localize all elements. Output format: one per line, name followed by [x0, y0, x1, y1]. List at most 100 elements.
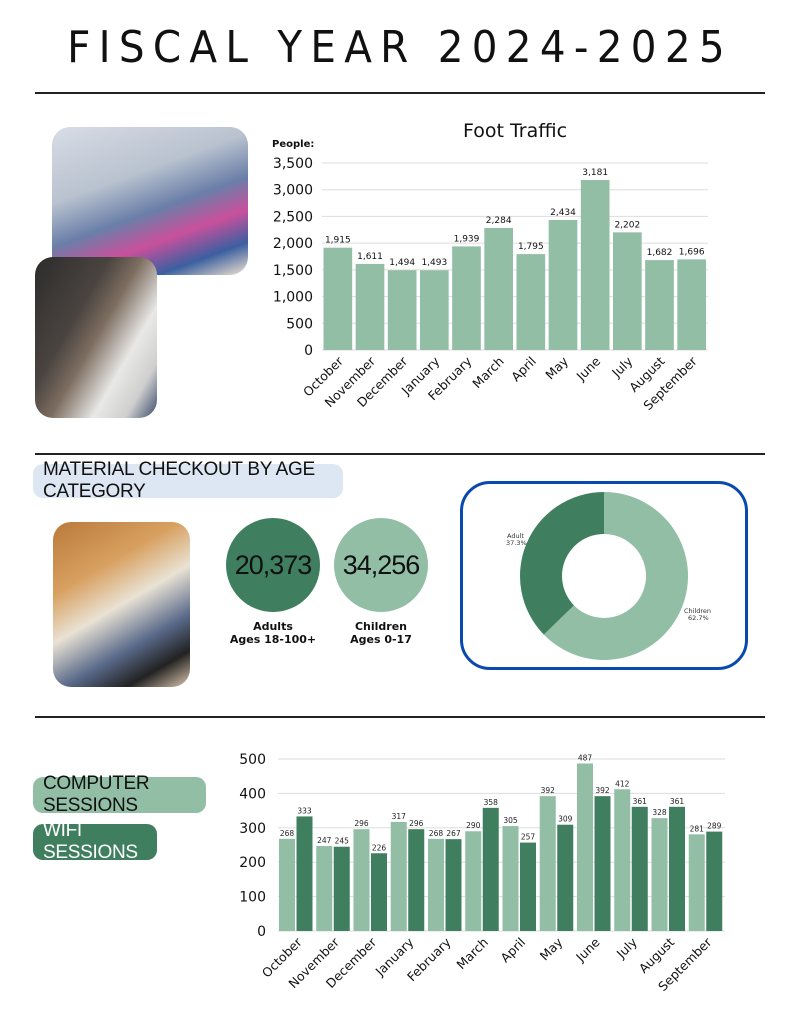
data-label: 392	[541, 786, 556, 795]
data-label: 296	[354, 819, 369, 828]
divider	[35, 453, 765, 455]
bar-august	[645, 260, 674, 350]
data-label: 267	[446, 829, 461, 838]
data-label: 2,202	[614, 220, 640, 230]
bar-november-computer	[316, 846, 333, 931]
bar-january-wifi	[408, 829, 425, 931]
data-label: 487	[578, 753, 593, 762]
adults-label: Adults Ages 18-100+	[213, 620, 333, 646]
bar-july-wifi	[631, 806, 648, 931]
bar-november	[355, 263, 385, 350]
x-tick-label: May	[542, 353, 571, 382]
children-label-line1: Children	[354, 620, 408, 633]
adults-label-line1: Adults	[253, 620, 293, 633]
bar-september-computer	[688, 834, 705, 931]
data-label: 305	[503, 816, 518, 825]
data-label: 2,434	[550, 208, 576, 218]
library-event-photo	[52, 127, 248, 275]
bar-march-computer	[465, 831, 482, 931]
y-tick-label: 2,000	[273, 236, 313, 252]
legend-computer-sessions: COMPUTER SESSIONS	[33, 773, 206, 816]
data-label: 361	[670, 797, 685, 806]
data-label: 1,682	[647, 248, 673, 258]
bar-february	[452, 246, 481, 350]
y-tick-label: 200	[239, 855, 266, 871]
y-tick-label: 400	[239, 786, 266, 802]
bar-october	[323, 247, 353, 350]
bar-december-computer	[353, 829, 370, 931]
y-tick-label: 2,500	[273, 209, 313, 225]
children-label-line2: Ages 0-17	[350, 633, 412, 646]
y-tick-label: 300	[239, 821, 266, 837]
y-tick-label: 500	[239, 752, 266, 768]
bar-august-computer	[651, 818, 668, 931]
data-label: 333	[297, 806, 312, 815]
x-tick-label: March	[469, 354, 507, 392]
bar-december	[387, 270, 417, 350]
bar-february-computer	[428, 838, 444, 931]
chart-title: Foot Traffic	[463, 120, 567, 142]
checkout-desk-photo	[53, 522, 190, 687]
data-label: 361	[633, 797, 648, 806]
x-tick-label: July	[608, 353, 636, 381]
data-label: 1,795	[518, 242, 544, 252]
y-tick-label: 500	[286, 316, 313, 332]
adults-label-line2: Ages 18-100+	[229, 633, 317, 646]
bar-april-computer	[502, 826, 519, 931]
x-tick-label: June	[572, 934, 603, 965]
data-label: 358	[484, 798, 499, 807]
x-tick-label: April	[508, 354, 539, 385]
y-axis-label: People:	[272, 139, 314, 150]
bar-march-wifi	[482, 807, 499, 931]
data-label: 290	[466, 821, 481, 830]
donut-value: 62.7%	[688, 614, 709, 622]
divider	[35, 92, 765, 94]
y-tick-label: 100	[239, 890, 266, 906]
x-tick-label: April	[497, 935, 528, 966]
bar-july-computer	[614, 789, 631, 931]
data-label: 268	[429, 829, 444, 838]
children-count: 34,256	[334, 518, 428, 612]
bar-january	[420, 270, 449, 350]
bar-may-computer	[539, 796, 556, 931]
y-tick-label: 0	[304, 343, 313, 359]
y-tick-label: 1,500	[273, 263, 313, 279]
checkout-heading: MATERIAL CHECKOUT BY AGE CATEGORY	[33, 459, 343, 502]
page-title: FISCAL YEAR 2024-2025	[67, 22, 733, 73]
bar-january-computer	[390, 821, 407, 931]
bar-june-wifi	[594, 796, 611, 931]
adults-count: 20,373	[226, 518, 320, 612]
data-label: 247	[317, 836, 332, 845]
bar-july	[613, 232, 642, 350]
data-label: 2,284	[486, 216, 512, 226]
data-label: 257	[521, 833, 536, 842]
x-tick-label: March	[453, 935, 491, 973]
donut-label: Adult	[507, 532, 524, 540]
data-label: 289	[707, 822, 722, 831]
donut-slice-adult	[520, 492, 604, 635]
data-label: 1,696	[679, 247, 705, 257]
data-label: 309	[558, 815, 573, 824]
x-tick-label: May	[537, 934, 566, 963]
x-tick-label: June	[573, 353, 604, 384]
bar-april-wifi	[520, 842, 536, 931]
data-label: 392	[595, 786, 610, 795]
donut-chart-box	[460, 481, 748, 670]
donut-label: Children	[684, 607, 711, 615]
data-label: 1,915	[325, 236, 351, 246]
bar-june	[580, 180, 610, 350]
y-tick-label: 3,500	[273, 156, 313, 172]
bar-february-wifi	[445, 839, 462, 931]
bar-october-wifi	[296, 816, 313, 931]
data-label: 3,181	[582, 168, 608, 178]
data-label: 1,939	[454, 234, 480, 244]
donut-value: 37.3%	[506, 539, 527, 547]
bar-june-computer	[577, 763, 593, 931]
bar-april	[516, 254, 546, 350]
bar-september-wifi	[706, 831, 723, 931]
y-tick-label: 3,000	[273, 183, 313, 199]
bar-october-computer	[279, 838, 295, 931]
donut-slice-children	[543, 492, 688, 660]
bookshelf-photo	[35, 257, 157, 418]
bar-september	[677, 259, 706, 350]
